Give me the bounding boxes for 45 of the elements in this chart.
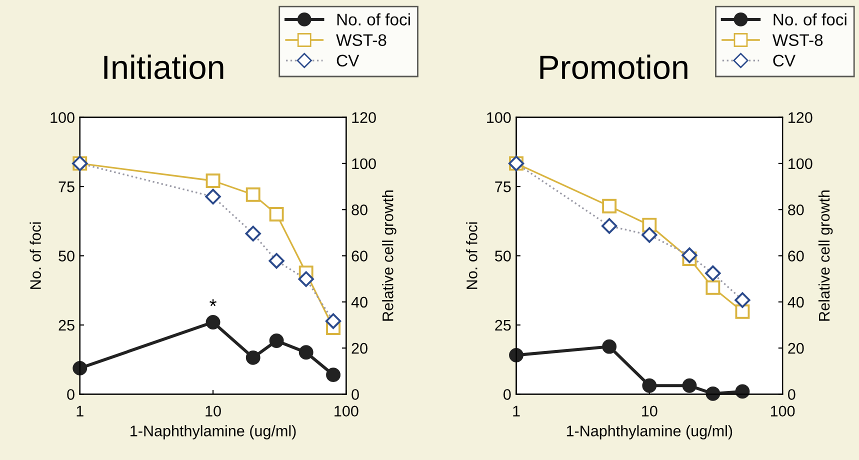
legend-label: CV bbox=[773, 54, 796, 67]
y2-axis-title: Relative cell growth bbox=[382, 190, 396, 321]
y-axis-title: No. of foci bbox=[30, 222, 41, 289]
y2-tick-label: 100 bbox=[352, 158, 376, 170]
y2-tick-label: 80 bbox=[788, 204, 804, 216]
y-tick-label: 25 bbox=[495, 320, 511, 331]
chart-title: Initiation bbox=[104, 54, 224, 80]
x-axis-title: 1-Naphthylamine (ug/ml) bbox=[566, 425, 732, 440]
x-tick-label: 100 bbox=[334, 406, 358, 417]
y-tick-label: 50 bbox=[58, 250, 74, 262]
y-tick-label: 25 bbox=[58, 320, 74, 331]
legend-label: No. of foci bbox=[337, 13, 410, 26]
y-tick-label: 50 bbox=[495, 250, 511, 262]
y2-tick-label: 60 bbox=[788, 250, 804, 262]
legend-label: CV bbox=[336, 54, 360, 67]
legend-label: WST-8 bbox=[772, 34, 823, 46]
y2-tick-label: 20 bbox=[788, 342, 804, 354]
y2-tick-label: 0 bbox=[788, 389, 796, 400]
y2-tick-label: 0 bbox=[352, 389, 359, 400]
y2-tick-label: 20 bbox=[352, 342, 368, 354]
y2-tick-label: 60 bbox=[352, 250, 368, 262]
y-tick-label: 75 bbox=[495, 182, 511, 192]
chart-title: Promotion bbox=[540, 54, 688, 80]
annotation: * bbox=[210, 299, 217, 306]
y-axis-title: No. of foci bbox=[466, 222, 478, 289]
y2-tick-label: 40 bbox=[788, 296, 804, 308]
x-tick-label: 10 bbox=[206, 406, 221, 417]
y-tick-label: 75 bbox=[58, 182, 74, 192]
legend-label: WST-8 bbox=[336, 34, 386, 46]
y-tick-label: 0 bbox=[67, 389, 74, 400]
x-tick-label: 1 bbox=[513, 406, 520, 416]
y2-tick-label: 100 bbox=[788, 158, 812, 170]
y-tick-label: 100 bbox=[487, 112, 511, 123]
x-tick-label: 1 bbox=[76, 406, 84, 416]
x-axis-title: 1-Naphthylamine (ug/ml) bbox=[130, 425, 296, 440]
y2-tick-label: 40 bbox=[351, 296, 368, 308]
y2-tick-label: 80 bbox=[352, 204, 368, 216]
x-tick-label: 10 bbox=[642, 406, 658, 417]
y-tick-label: 100 bbox=[50, 112, 74, 123]
y2-tick-label: 120 bbox=[788, 112, 812, 123]
y2-axis-title: Relative cell growth bbox=[818, 190, 833, 321]
legend-label: No. of foci bbox=[774, 13, 846, 26]
y-tick-label: 0 bbox=[504, 389, 511, 400]
x-tick-label: 100 bbox=[770, 406, 795, 417]
y2-tick-label: 120 bbox=[352, 112, 376, 123]
